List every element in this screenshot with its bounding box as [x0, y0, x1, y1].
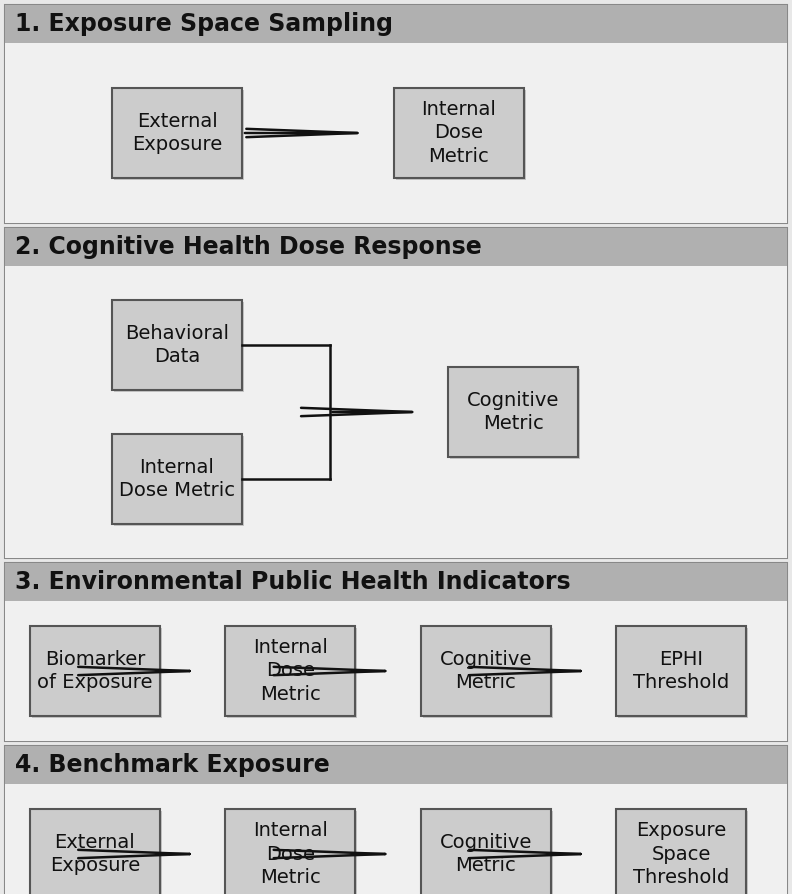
Bar: [5, 784, 787, 894]
Text: 3. Environmental Public Health Indicators: 3. Environmental Public Health Indicator…: [15, 570, 570, 594]
Text: Internal
Dose Metric: Internal Dose Metric: [119, 458, 235, 501]
Bar: [423, 811, 553, 894]
Text: Internal
Dose
Metric: Internal Dose Metric: [253, 638, 328, 704]
Bar: [395, 90, 526, 180]
Text: External
Exposure: External Exposure: [50, 832, 140, 875]
Bar: [112, 88, 242, 178]
Bar: [5, 746, 787, 784]
Text: 2. Cognitive Health Dose Response: 2. Cognitive Health Dose Response: [15, 235, 482, 259]
Bar: [5, 563, 787, 601]
Bar: [5, 601, 787, 741]
Bar: [32, 811, 162, 894]
Text: 4. Benchmark Exposure: 4. Benchmark Exposure: [15, 753, 329, 777]
Text: Biomarker
of Exposure: Biomarker of Exposure: [37, 650, 153, 692]
Bar: [226, 809, 356, 894]
Bar: [227, 628, 357, 718]
Bar: [616, 809, 746, 894]
Text: Cognitive
Metric: Cognitive Metric: [467, 391, 559, 434]
Bar: [114, 90, 244, 180]
Bar: [5, 563, 787, 741]
Text: Exposure
Space
Threshold: Exposure Space Threshold: [634, 821, 729, 887]
Bar: [112, 434, 242, 524]
Bar: [5, 5, 787, 223]
Text: EPHI
Threshold: EPHI Threshold: [634, 650, 729, 692]
Text: Cognitive
Metric: Cognitive Metric: [440, 832, 532, 875]
Text: Internal
Dose
Metric: Internal Dose Metric: [253, 821, 328, 887]
Bar: [451, 369, 581, 459]
Bar: [30, 626, 160, 716]
Bar: [619, 811, 748, 894]
Bar: [5, 5, 787, 43]
Bar: [226, 626, 356, 716]
Bar: [114, 302, 244, 392]
Bar: [421, 809, 551, 894]
Bar: [619, 628, 748, 718]
Bar: [448, 367, 578, 457]
Bar: [616, 626, 746, 716]
Bar: [32, 628, 162, 718]
Bar: [5, 266, 787, 558]
Text: 1. Exposure Space Sampling: 1. Exposure Space Sampling: [15, 12, 393, 36]
Bar: [112, 299, 242, 390]
Text: Behavioral
Data: Behavioral Data: [125, 324, 229, 366]
Bar: [394, 88, 524, 178]
Bar: [5, 746, 787, 894]
Text: Internal
Dose
Metric: Internal Dose Metric: [421, 100, 496, 166]
Bar: [5, 43, 787, 223]
Bar: [423, 628, 553, 718]
Bar: [5, 228, 787, 558]
Bar: [5, 228, 787, 266]
Bar: [114, 436, 244, 527]
Text: Cognitive
Metric: Cognitive Metric: [440, 650, 532, 692]
Bar: [30, 809, 160, 894]
Text: External
Exposure: External Exposure: [132, 112, 223, 155]
Bar: [421, 626, 551, 716]
Bar: [227, 811, 357, 894]
